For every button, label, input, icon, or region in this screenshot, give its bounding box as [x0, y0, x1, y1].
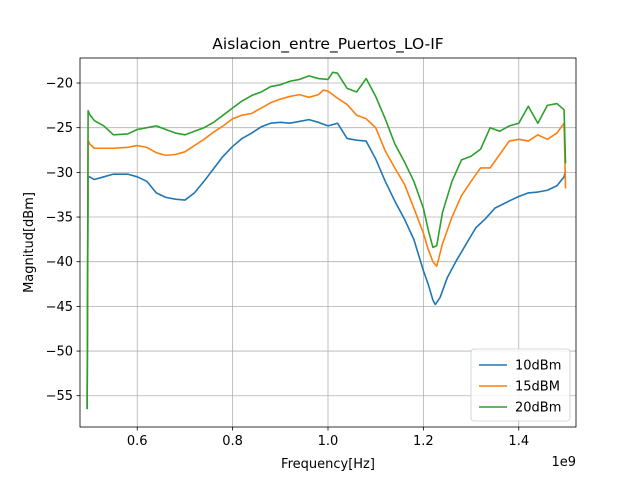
y-tick-label: −40 [46, 255, 73, 270]
y-tick-label: −25 [46, 121, 73, 136]
y-tick-label: −45 [46, 300, 73, 315]
y-axis-label: Magnitud[dBm] [22, 192, 37, 293]
series-line-10dBm [86, 118, 567, 410]
series-line-20dBm [86, 71, 567, 410]
x-tick-label: 0.6 [127, 434, 148, 449]
x-tick-label: 1.0 [318, 434, 339, 449]
y-tick-label: −50 [46, 345, 73, 360]
ticks: 0.6 0.8 1.0 1.2 1.4 −55 −50 −45 −40 −35 −30 −25 −20 [46, 77, 530, 449]
chart-title: Aislacion_entre_Puertos_LO-IF [212, 35, 444, 54]
y-tick-label: −30 [46, 166, 73, 181]
legend-label: 20dBm [515, 401, 561, 416]
x-axis-offset-label: 1e9 [551, 455, 576, 470]
x-tick-label: 1.4 [508, 434, 529, 449]
y-tick-label: −55 [46, 389, 73, 404]
legend-box [470, 348, 571, 422]
legend-label: 15dBM [515, 380, 560, 395]
x-axis-label: Frequency[Hz] [281, 457, 375, 472]
legend: 10dBm 15dBM 20dBm [470, 348, 571, 422]
y-tick-label: −35 [46, 211, 73, 226]
x-tick-label: 1.2 [413, 434, 434, 449]
series-line-15dBM [86, 89, 567, 405]
series-group [86, 71, 567, 410]
legend-label: 10dBm [515, 359, 561, 374]
x-tick-label: 0.8 [222, 434, 243, 449]
y-tick-label: −20 [46, 77, 73, 92]
